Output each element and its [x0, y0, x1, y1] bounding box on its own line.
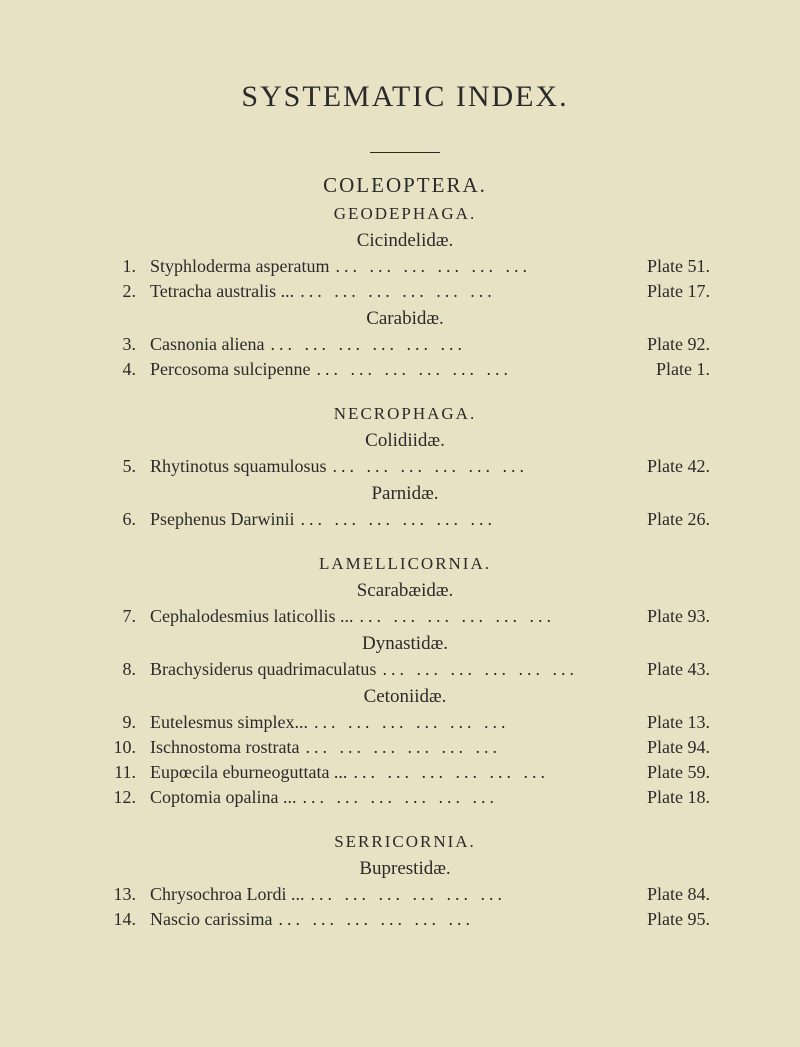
index-entry: 11.Eupœcila eburneoguttata ...... ... ..… — [100, 762, 710, 783]
entry-number: 6. — [100, 509, 150, 530]
family-title: Colidiidæ. — [100, 430, 710, 452]
entry-number: 8. — [100, 659, 150, 680]
entry-plate-ref: Plate 43. — [647, 659, 710, 680]
entry-plate-ref: Plate 51. — [647, 256, 710, 277]
suborder-title: NECROPHAGA. — [100, 404, 710, 424]
entry-species-name: Chrysochroa Lordi ... — [150, 884, 304, 905]
entry-dot-leader: ... ... ... ... ... ... — [264, 334, 647, 355]
entry-dot-leader: ... ... ... ... ... ... — [329, 256, 647, 277]
family-title: Cicindelidæ. — [100, 230, 710, 252]
entry-species-name: Eutelesmus simplex... — [150, 712, 308, 733]
entry-number: 10. — [100, 737, 150, 758]
entry-dot-leader: ... ... ... ... ... ... — [310, 359, 656, 380]
order-title: COLEOPTERA. — [100, 173, 710, 198]
entry-number: 2. — [100, 281, 150, 302]
family-title: Dynastidæ. — [100, 633, 710, 655]
family-title: Buprestidæ. — [100, 858, 710, 880]
entry-species-name: Coptomia opalina ... — [150, 787, 296, 808]
entry-plate-ref: Plate 17. — [647, 281, 710, 302]
entry-species-name: Eupœcila eburneoguttata ... — [150, 762, 347, 783]
suborder-title: SERRICORNIA. — [100, 832, 710, 852]
page-container: SYSTEMATIC INDEX. COLEOPTERA. GEODEPHAGA.… — [0, 0, 800, 1008]
entry-number: 7. — [100, 606, 150, 627]
entry-species-name: Cephalodesmius laticollis ... — [150, 606, 353, 627]
entry-plate-ref: Plate 95. — [647, 909, 710, 930]
main-title: SYSTEMATIC INDEX. — [100, 80, 710, 114]
entry-species-name: Casnonia aliena — [150, 334, 264, 355]
entry-dot-leader: ... ... ... ... ... ... — [304, 884, 647, 905]
entry-number: 3. — [100, 334, 150, 355]
family-title: Scarabæidæ. — [100, 580, 710, 602]
entry-dot-leader: ... ... ... ... ... ... — [347, 762, 647, 783]
index-entry: 8.Brachysiderus quadrimaculatus... ... .… — [100, 659, 710, 680]
entry-number: 9. — [100, 712, 150, 733]
entry-species-name: Rhytinotus squamulosus — [150, 456, 327, 477]
entry-plate-ref: Plate 1. — [656, 359, 710, 380]
family-title: Parnidæ. — [100, 483, 710, 505]
entry-species-name: Psephenus Darwinii — [150, 509, 294, 530]
index-entry: 2.Tetracha australis ...... ... ... ... … — [100, 281, 710, 302]
entry-plate-ref: Plate 94. — [647, 737, 710, 758]
entry-species-name: Styphloderma asperatum — [150, 256, 329, 277]
index-entry: 14.Nascio carissima... ... ... ... ... .… — [100, 909, 710, 930]
entry-plate-ref: Plate 93. — [647, 606, 710, 627]
entry-dot-leader: ... ... ... ... ... ... — [296, 787, 647, 808]
family-title: Cetoniidæ. — [100, 686, 710, 708]
section-gap — [100, 934, 710, 948]
entry-dot-leader: ... ... ... ... ... ... — [272, 909, 647, 930]
entry-plate-ref: Plate 18. — [647, 787, 710, 808]
suborder-title: LAMELLICORNIA. — [100, 554, 710, 574]
entry-plate-ref: Plate 26. — [647, 509, 710, 530]
index-entry: 10.Ischnostoma rostrata... ... ... ... .… — [100, 737, 710, 758]
entry-plate-ref: Plate 13. — [647, 712, 710, 733]
entry-number: 4. — [100, 359, 150, 380]
entry-species-name: Brachysiderus quadrimaculatus — [150, 659, 376, 680]
entry-species-name: Percosoma sulcipenne — [150, 359, 310, 380]
entry-species-name: Nascio carissima — [150, 909, 272, 930]
section-gap — [100, 384, 710, 398]
entry-species-name: Ischnostoma rostrata — [150, 737, 299, 758]
family-title: Carabidæ. — [100, 308, 710, 330]
entry-dot-leader: ... ... ... ... ... ... — [308, 712, 647, 733]
entry-number: 11. — [100, 762, 150, 783]
index-content: COLEOPTERA. GEODEPHAGA. Cicindelidæ. 1.Styp… — [100, 173, 710, 948]
entry-number: 1. — [100, 256, 150, 277]
suborder-title: GEODEPHAGA. — [100, 204, 710, 224]
entry-number: 5. — [100, 456, 150, 477]
index-entry: 12.Coptomia opalina ...... ... ... ... .… — [100, 787, 710, 808]
section-gap — [100, 534, 710, 548]
entry-number: 13. — [100, 884, 150, 905]
entry-dot-leader: ... ... ... ... ... ... — [376, 659, 647, 680]
entry-dot-leader: ... ... ... ... ... ... — [294, 281, 647, 302]
entry-plate-ref: Plate 84. — [647, 884, 710, 905]
entry-dot-leader: ... ... ... ... ... ... — [294, 509, 647, 530]
entry-number: 14. — [100, 909, 150, 930]
section-gap — [100, 812, 710, 826]
index-entry: 4.Percosoma sulcipenne... ... ... ... ..… — [100, 359, 710, 380]
index-entry: 7.Cephalodesmius laticollis ...... ... .… — [100, 606, 710, 627]
entry-plate-ref: Plate 42. — [647, 456, 710, 477]
index-entry: 9.Eutelesmus simplex...... ... ... ... .… — [100, 712, 710, 733]
title-rule — [370, 152, 440, 153]
entry-plate-ref: Plate 59. — [647, 762, 710, 783]
index-entry: 6.Psephenus Darwinii... ... ... ... ... … — [100, 509, 710, 530]
index-entry: 13.Chrysochroa Lordi ...... ... ... ... … — [100, 884, 710, 905]
entry-dot-leader: ... ... ... ... ... ... — [353, 606, 647, 627]
entry-number: 12. — [100, 787, 150, 808]
index-entry: 3.Casnonia aliena... ... ... ... ... ...… — [100, 334, 710, 355]
index-entry: 1.Styphloderma asperatum... ... ... ... … — [100, 256, 710, 277]
entry-dot-leader: ... ... ... ... ... ... — [299, 737, 647, 758]
entry-species-name: Tetracha australis ... — [150, 281, 294, 302]
index-entry: 5.Rhytinotus squamulosus... ... ... ... … — [100, 456, 710, 477]
entry-plate-ref: Plate 92. — [647, 334, 710, 355]
entry-dot-leader: ... ... ... ... ... ... — [327, 456, 647, 477]
